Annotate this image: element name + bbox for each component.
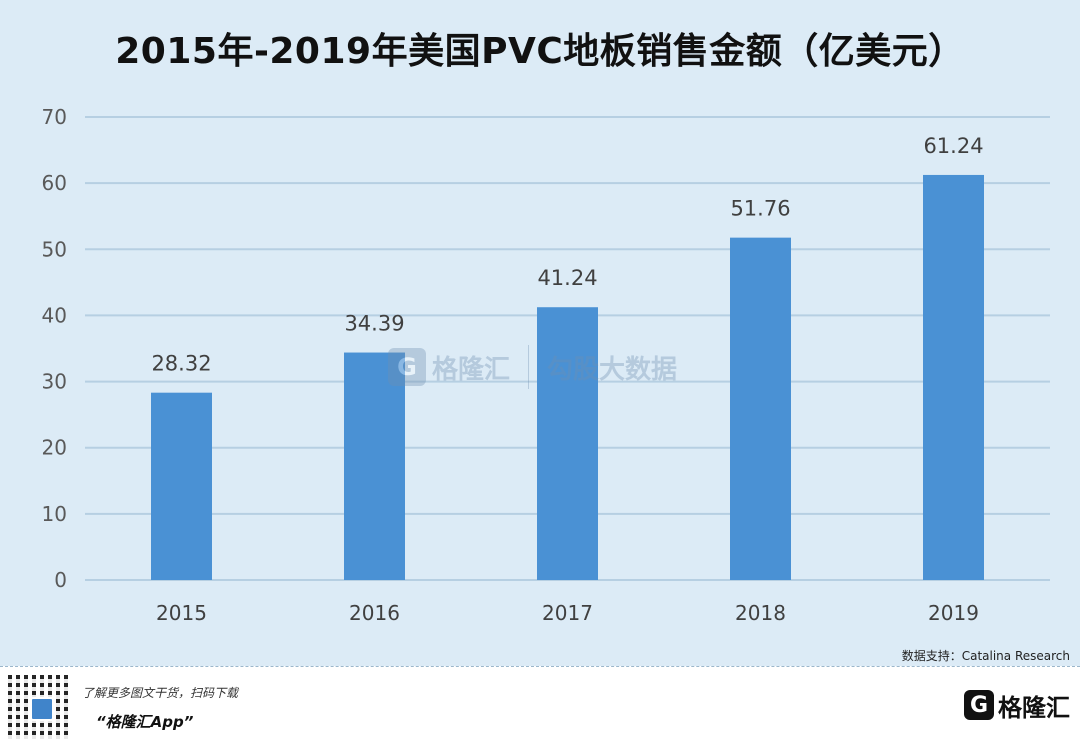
brand-logo-icon: G [964,690,994,720]
bar [923,174,984,580]
y-tick-label: 70 [42,105,67,129]
data-label: 41.24 [537,266,597,290]
data-label: 61.24 [923,134,983,158]
data-label: 28.32 [151,352,211,376]
y-tick-label: 20 [42,436,67,460]
x-tick-label: 2018 [735,601,786,625]
x-tick-label: 2016 [349,601,400,625]
y-tick-label: 0 [54,568,67,592]
bar-chart: 0 10 20 30 40 50 60 70 28.32 2015 34.39 2016 41.24 20… [42,105,1050,625]
bar [730,237,791,580]
footer-divider [0,666,1080,668]
promo-app-name: “格隆汇App” [96,713,194,731]
chart-title: 2015年-2019年美国PVC地板销售金额（亿美元） [115,31,965,72]
promo-line: 了解更多图文干货，扫码下载 [82,686,239,700]
source-note: 数据支持：Catalina Research [901,649,1070,663]
footer: 了解更多图文干货，扫码下载 “格隆汇App” G 格隆汇 [0,667,1080,745]
bar [344,352,405,580]
y-tick-label: 50 [42,237,67,261]
data-label: 51.76 [730,197,790,221]
y-tick-label: 60 [42,171,67,195]
x-tick-label: 2015 [156,601,207,625]
qr-code-icon[interactable] [8,675,72,739]
brand-name: 格隆汇 [998,693,1070,722]
y-tick-label: 10 [42,502,67,526]
y-tick-label: 40 [42,303,67,327]
y-tick-label: 30 [42,370,67,394]
bar [537,307,598,580]
x-tick-label: 2019 [928,601,979,625]
chart-panel: 2015年-2019年美国PVC地板销售金额（亿美元） 0 10 20 30 40 50 6… [0,0,1080,666]
brand: G 格隆汇 [964,687,1070,723]
bar [151,392,212,580]
data-label: 34.39 [344,312,404,336]
x-tick-label: 2017 [542,601,593,625]
